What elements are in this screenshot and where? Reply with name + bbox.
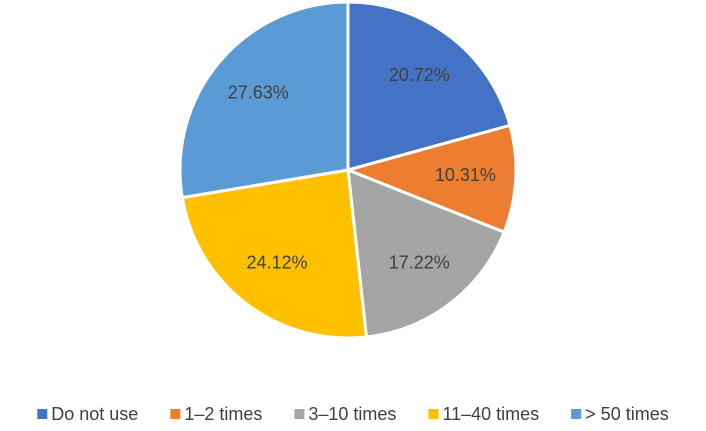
pie-slice — [180, 168, 369, 340]
legend-swatch — [294, 409, 305, 419]
legend-swatch — [170, 409, 181, 419]
legend-label: > 50 times — [585, 404, 669, 424]
legend-swatch — [571, 409, 582, 419]
pie-slice — [346, 0, 512, 172]
legend-label: 1–2 times — [184, 404, 262, 424]
data-label: 27.63% — [228, 83, 289, 103]
data-label: 10.31% — [435, 165, 496, 185]
legend-label: 11–40 times — [442, 404, 539, 424]
legend-swatch — [37, 409, 48, 419]
legend-swatch — [428, 409, 439, 419]
legend-label: Do not use — [51, 404, 138, 424]
pie-slice — [346, 167, 507, 339]
data-label: 17.22% — [389, 252, 450, 272]
legend-label: 3–10 times — [308, 404, 396, 424]
pie-slice — [178, 0, 350, 200]
pie-slice — [343, 123, 518, 235]
data-label: 24.12% — [247, 253, 308, 273]
data-label: 20.72% — [389, 65, 450, 85]
